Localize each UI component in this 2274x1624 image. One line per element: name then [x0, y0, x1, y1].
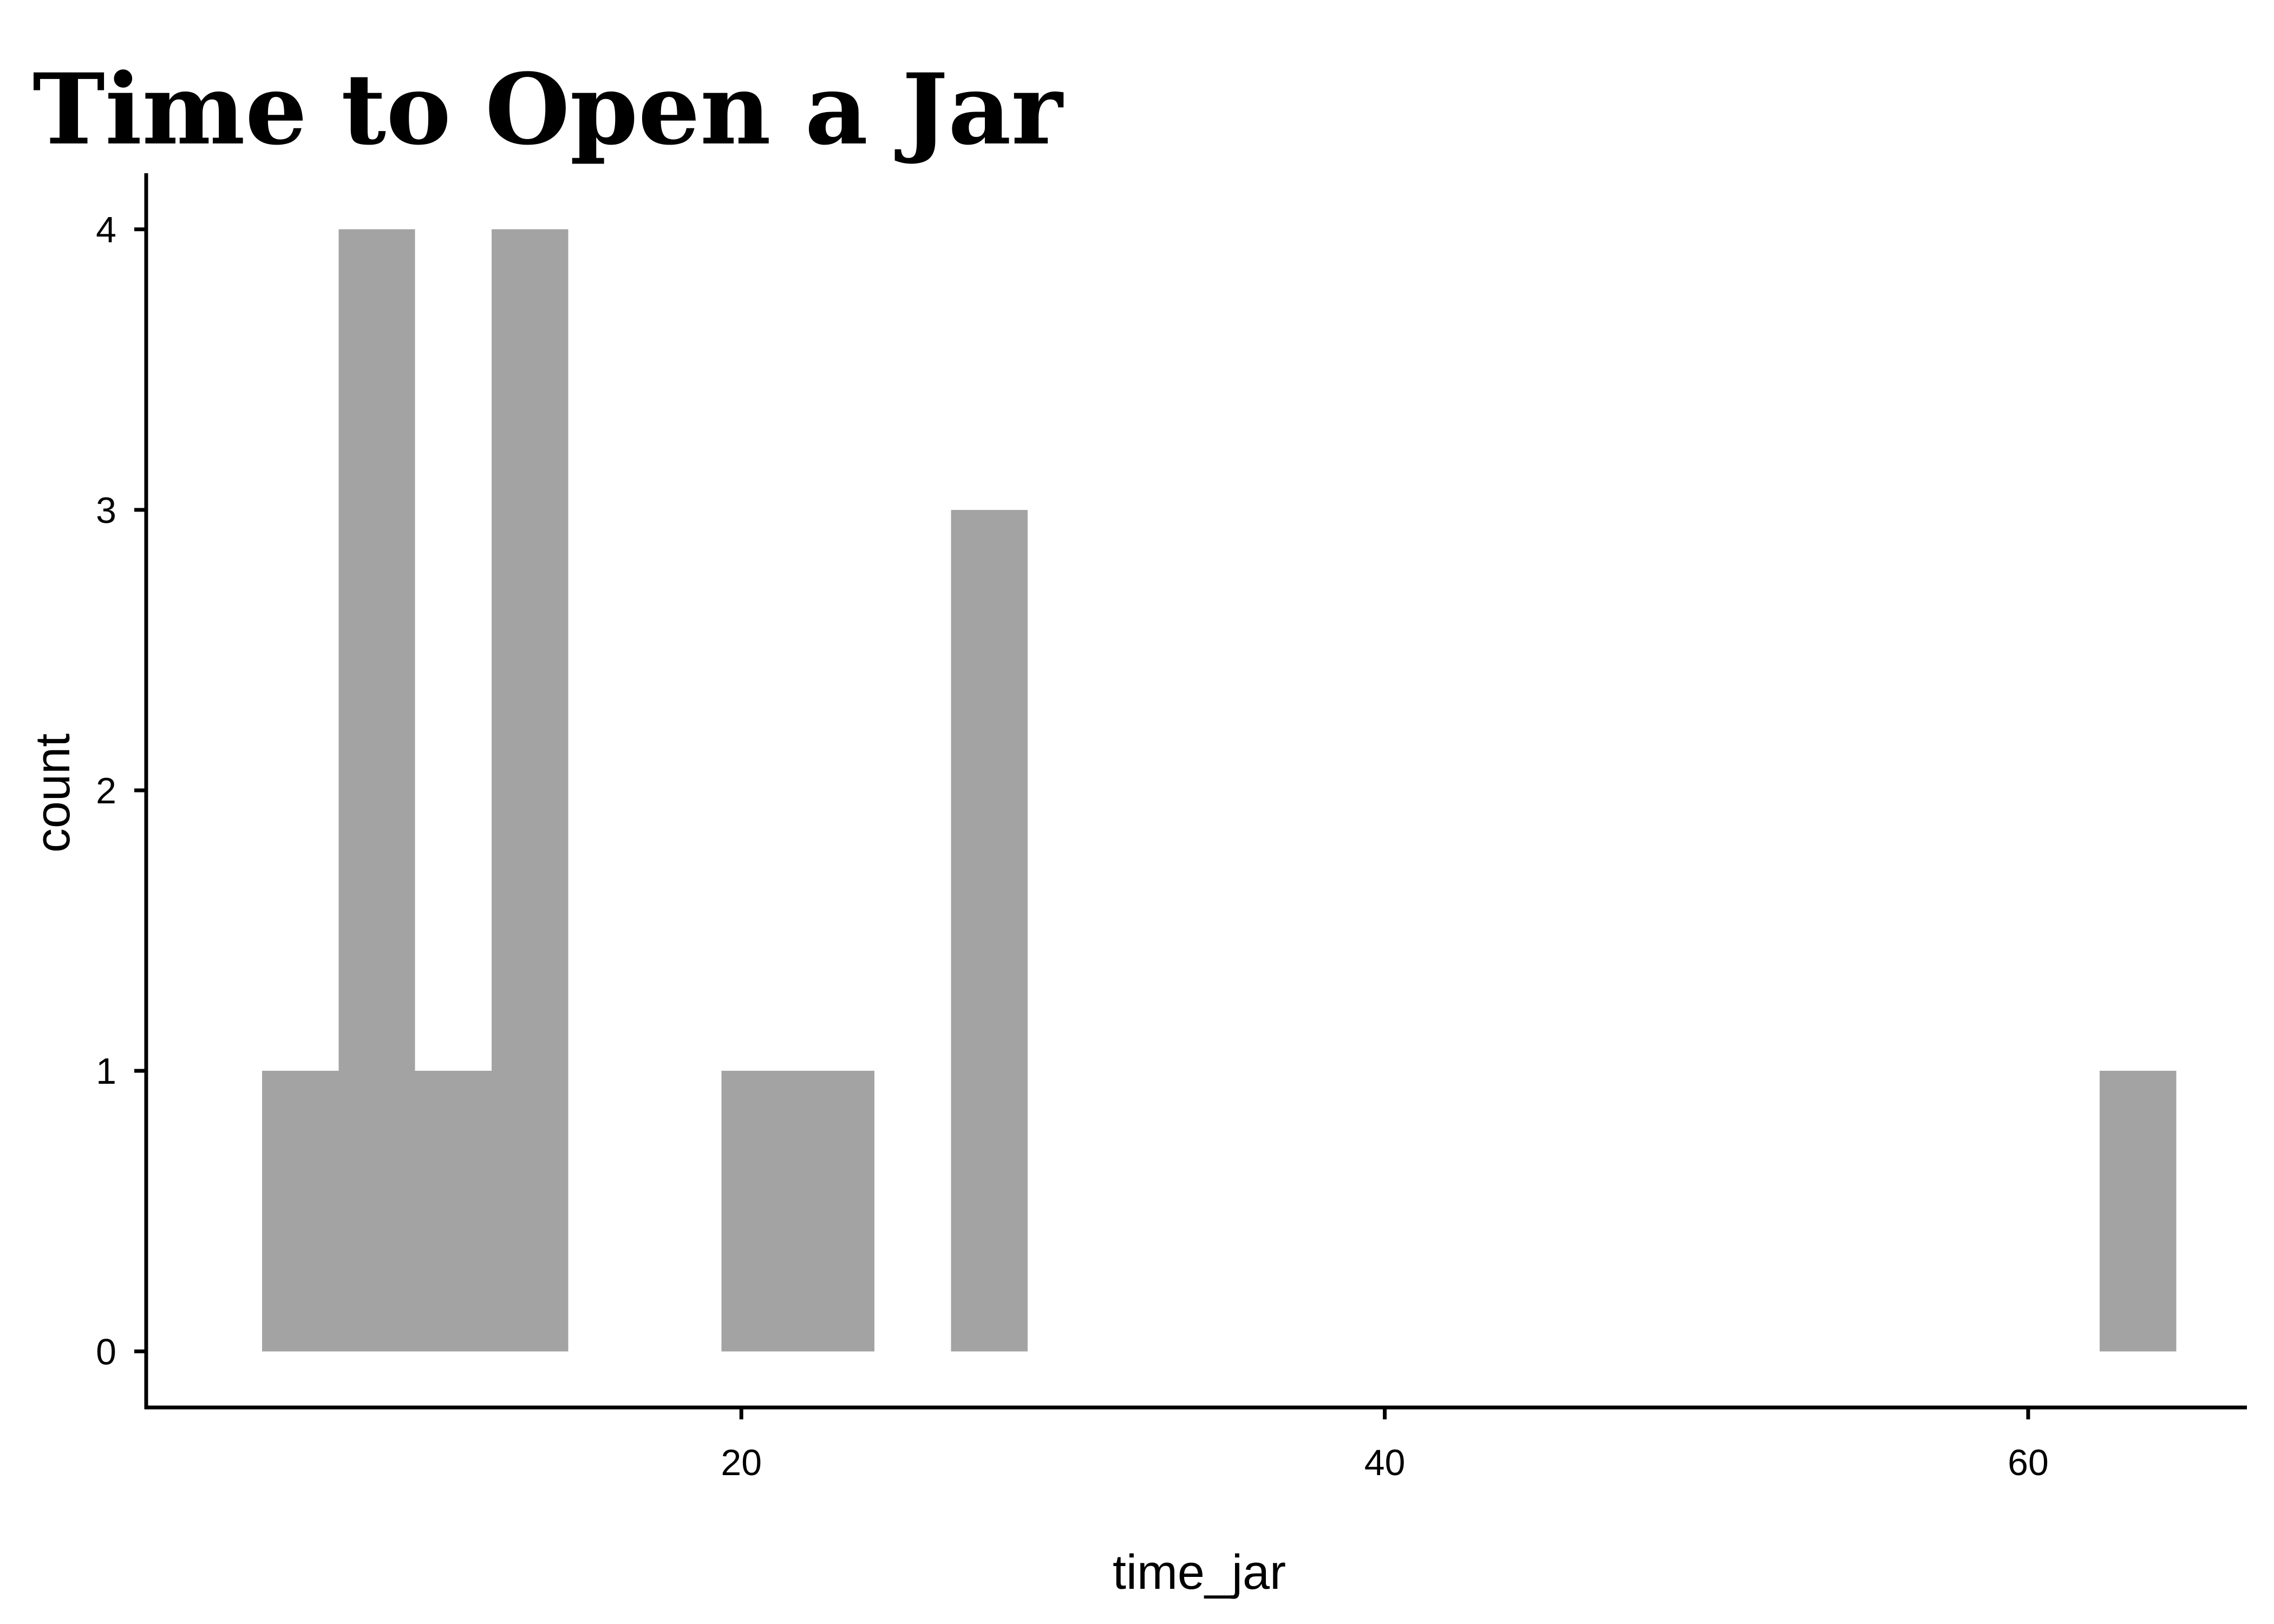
plot-area: 0 1 2 3 4 20 40 60 — [96, 173, 2247, 1483]
y-axis-title: count — [26, 734, 80, 853]
histogram-bar — [262, 1071, 339, 1352]
histogram-bar — [415, 1071, 492, 1352]
x-axis-title: time_jar — [1113, 1546, 1286, 1600]
y-axis-ticks: 0 1 2 3 4 — [96, 209, 146, 1372]
histogram-bar — [2099, 1071, 2177, 1352]
x-tick-label: 40 — [1364, 1442, 1406, 1483]
y-tick-label: 0 — [96, 1331, 116, 1372]
histogram-bar — [721, 1071, 798, 1352]
x-tick-label: 60 — [2008, 1442, 2049, 1483]
y-tick-label: 4 — [96, 209, 116, 251]
y-tick-label: 3 — [96, 490, 116, 531]
y-tick-label: 2 — [96, 770, 116, 811]
chart-title: Time to Open a Jar — [32, 53, 1064, 167]
histogram-bar — [492, 229, 568, 1352]
bars-group — [262, 229, 2177, 1352]
x-axis-ticks: 20 40 60 — [721, 1407, 2049, 1483]
histogram-bar — [951, 509, 1028, 1352]
histogram-bar — [338, 229, 415, 1352]
histogram-bar — [798, 1071, 875, 1352]
y-tick-label: 1 — [96, 1051, 116, 1092]
x-tick-label: 20 — [721, 1442, 762, 1483]
